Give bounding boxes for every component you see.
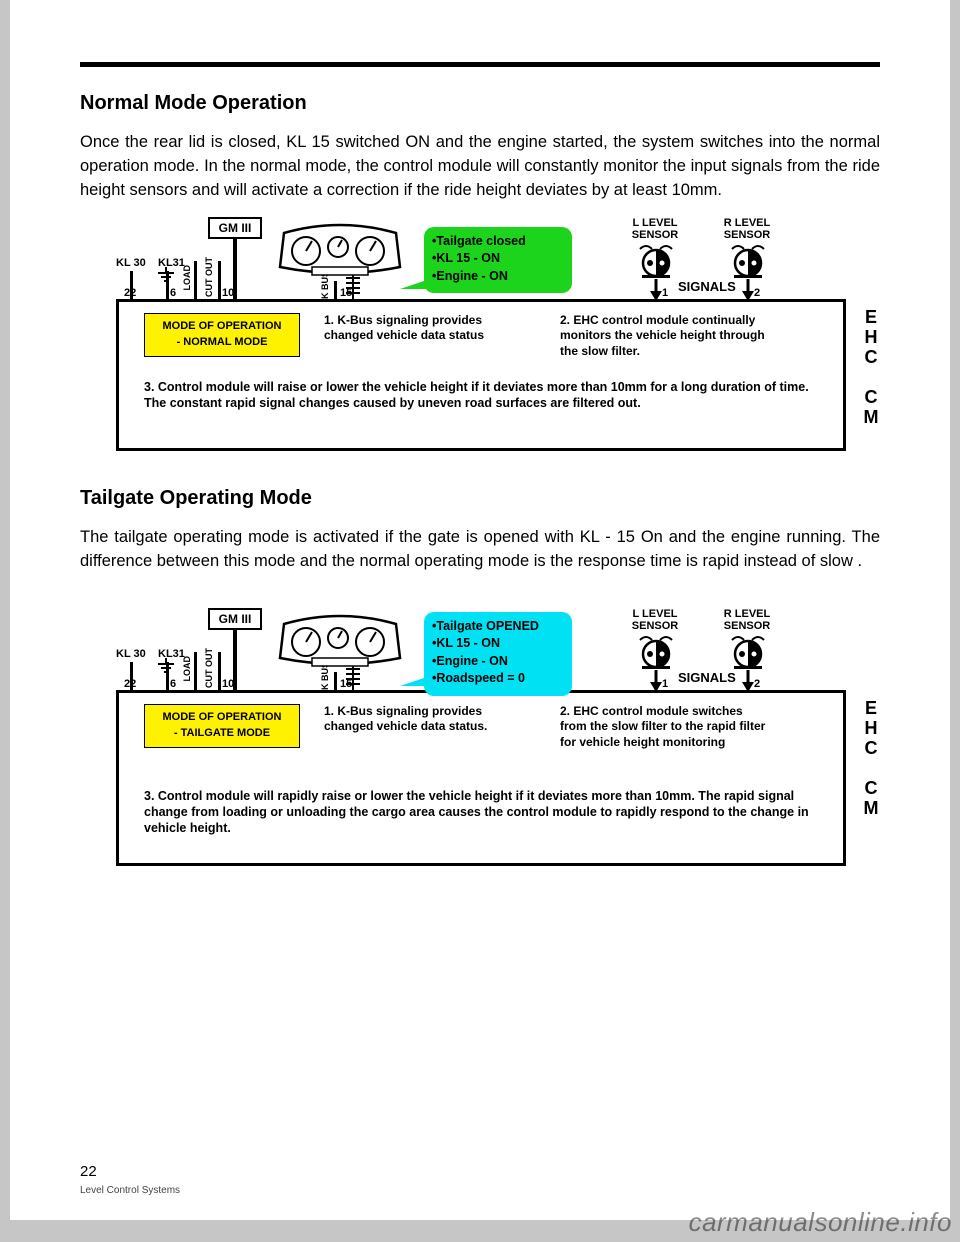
bubble-line-3: •Engine - ON — [432, 653, 564, 671]
mode-of-operation-box: MODE OF OPERATION - TAILGATE MODE — [144, 704, 300, 748]
mode-of-operation-box: MODE OF OPERATION - NORMAL MODE — [144, 313, 300, 357]
mode-title: MODE OF OPERATION — [145, 709, 299, 726]
cutout-label: CUT OUT — [204, 648, 214, 688]
load-label: LOAD — [182, 656, 192, 682]
kbus-connector-icon — [346, 275, 360, 299]
cutout-line — [218, 261, 221, 299]
bubble-line-3: •Engine - ON — [432, 268, 564, 286]
diagram-normal-mode: EHC CM MODE OF OPERATION - NORMAL MODE 1… — [80, 217, 880, 457]
pin1: 1 — [662, 678, 668, 690]
bubble-line-1: •Tailgate OPENED — [432, 618, 564, 636]
ground-icon — [156, 267, 176, 285]
load-label: LOAD — [182, 265, 192, 291]
pin22: 22 — [124, 678, 136, 690]
r-level-sensor-icon — [728, 243, 768, 279]
bubble-line-4: •Roadspeed = 0 — [432, 670, 564, 688]
l-level-sensor-icon — [636, 634, 676, 670]
diagram-tailgate-mode: EHC CM MODE OF OPERATION - TAILGATE MODE… — [80, 608, 880, 878]
kl30-label: KL 30 — [116, 648, 146, 660]
pin2: 2 — [754, 287, 760, 299]
load-line — [194, 261, 197, 299]
heading-tailgate-mode: Tailgate Operating Mode — [80, 487, 880, 510]
r-sensor-arrow-icon — [742, 279, 754, 301]
pin1: 1 — [662, 287, 668, 299]
kbus-stem — [334, 281, 337, 299]
l-sensor-arrow-icon — [650, 279, 662, 301]
kbus-stem — [334, 672, 337, 690]
step-2: 2. EHC control module continually monito… — [560, 313, 770, 360]
mode-title: MODE OF OPERATION — [145, 318, 299, 335]
step-2: 2. EHC control module switches from the … — [560, 704, 770, 751]
load-line — [194, 652, 197, 690]
step-3: 3. Control module will rapidly raise or … — [144, 788, 834, 837]
kbus-connector-icon — [346, 666, 360, 690]
bubble-line-2: •KL 15 - ON — [432, 635, 564, 653]
kl30-label: KL 30 — [116, 257, 146, 269]
bubble-line-1: •Tailgate closed — [432, 233, 564, 251]
watermark: carmanualsonline.info — [689, 1207, 952, 1238]
mode-value: - NORMAL MODE — [145, 334, 299, 351]
r-sensor-arrow-icon — [742, 670, 754, 692]
step-3: 3. Control module will raise or lower th… — [144, 379, 834, 412]
footer-title: Level Control Systems — [80, 1185, 180, 1196]
pin10: 10 — [222, 678, 234, 690]
ehc-label: EHC CM — [852, 698, 880, 818]
body-normal-mode: Once the rear lid is closed, KL 15 switc… — [80, 131, 880, 203]
r-level-sensor-icon — [728, 634, 768, 670]
ehc-label: EHC CM — [852, 307, 880, 427]
signals-label: SIGNALS — [678, 279, 736, 294]
gm-box: GM III — [208, 608, 262, 630]
step-1: 1. K-Bus signaling provides changed vehi… — [324, 313, 524, 344]
ground-icon — [156, 658, 176, 676]
l-level-sensor-label: L LEVEL SENSOR — [620, 608, 690, 632]
gm-box: GM III — [208, 217, 262, 239]
l-level-sensor-label: L LEVEL SENSOR — [620, 217, 690, 241]
l-sensor-arrow-icon — [650, 670, 662, 692]
bubble-tail — [400, 676, 430, 686]
cutout-label: CUT OUT — [204, 257, 214, 297]
bubble-line-2: •KL 15 - ON — [432, 250, 564, 268]
pin6: 6 — [170, 678, 176, 690]
status-bubble: •Tailgate closed •KL 15 - ON •Engine - O… — [424, 227, 572, 294]
instrument-cluster-icon — [272, 223, 408, 283]
l-level-sensor-icon — [636, 243, 676, 279]
r-level-sensor-label: R LEVEL SENSOR — [712, 217, 782, 241]
status-bubble: •Tailgate OPENED •KL 15 - ON •Engine - O… — [424, 612, 572, 696]
step-1: 1. K-Bus signaling provides changed vehi… — [324, 704, 524, 735]
body-tailgate-mode: The tailgate operating mode is activated… — [80, 526, 880, 574]
pin2: 2 — [754, 678, 760, 690]
cutout-line — [218, 652, 221, 690]
bubble-tail — [400, 279, 430, 289]
heading-normal-mode: Normal Mode Operation — [80, 92, 880, 115]
instrument-cluster-icon — [272, 614, 408, 674]
top-rule — [80, 62, 880, 67]
pin22: 22 — [124, 287, 136, 299]
r-level-sensor-label: R LEVEL SENSOR — [712, 608, 782, 632]
page-number: 22 — [80, 1163, 97, 1180]
pin6: 6 — [170, 287, 176, 299]
pin10: 10 — [222, 287, 234, 299]
signals-label: SIGNALS — [678, 670, 736, 685]
page: Normal Mode Operation Once the rear lid … — [10, 0, 950, 1220]
mode-value: - TAILGATE MODE — [145, 725, 299, 742]
